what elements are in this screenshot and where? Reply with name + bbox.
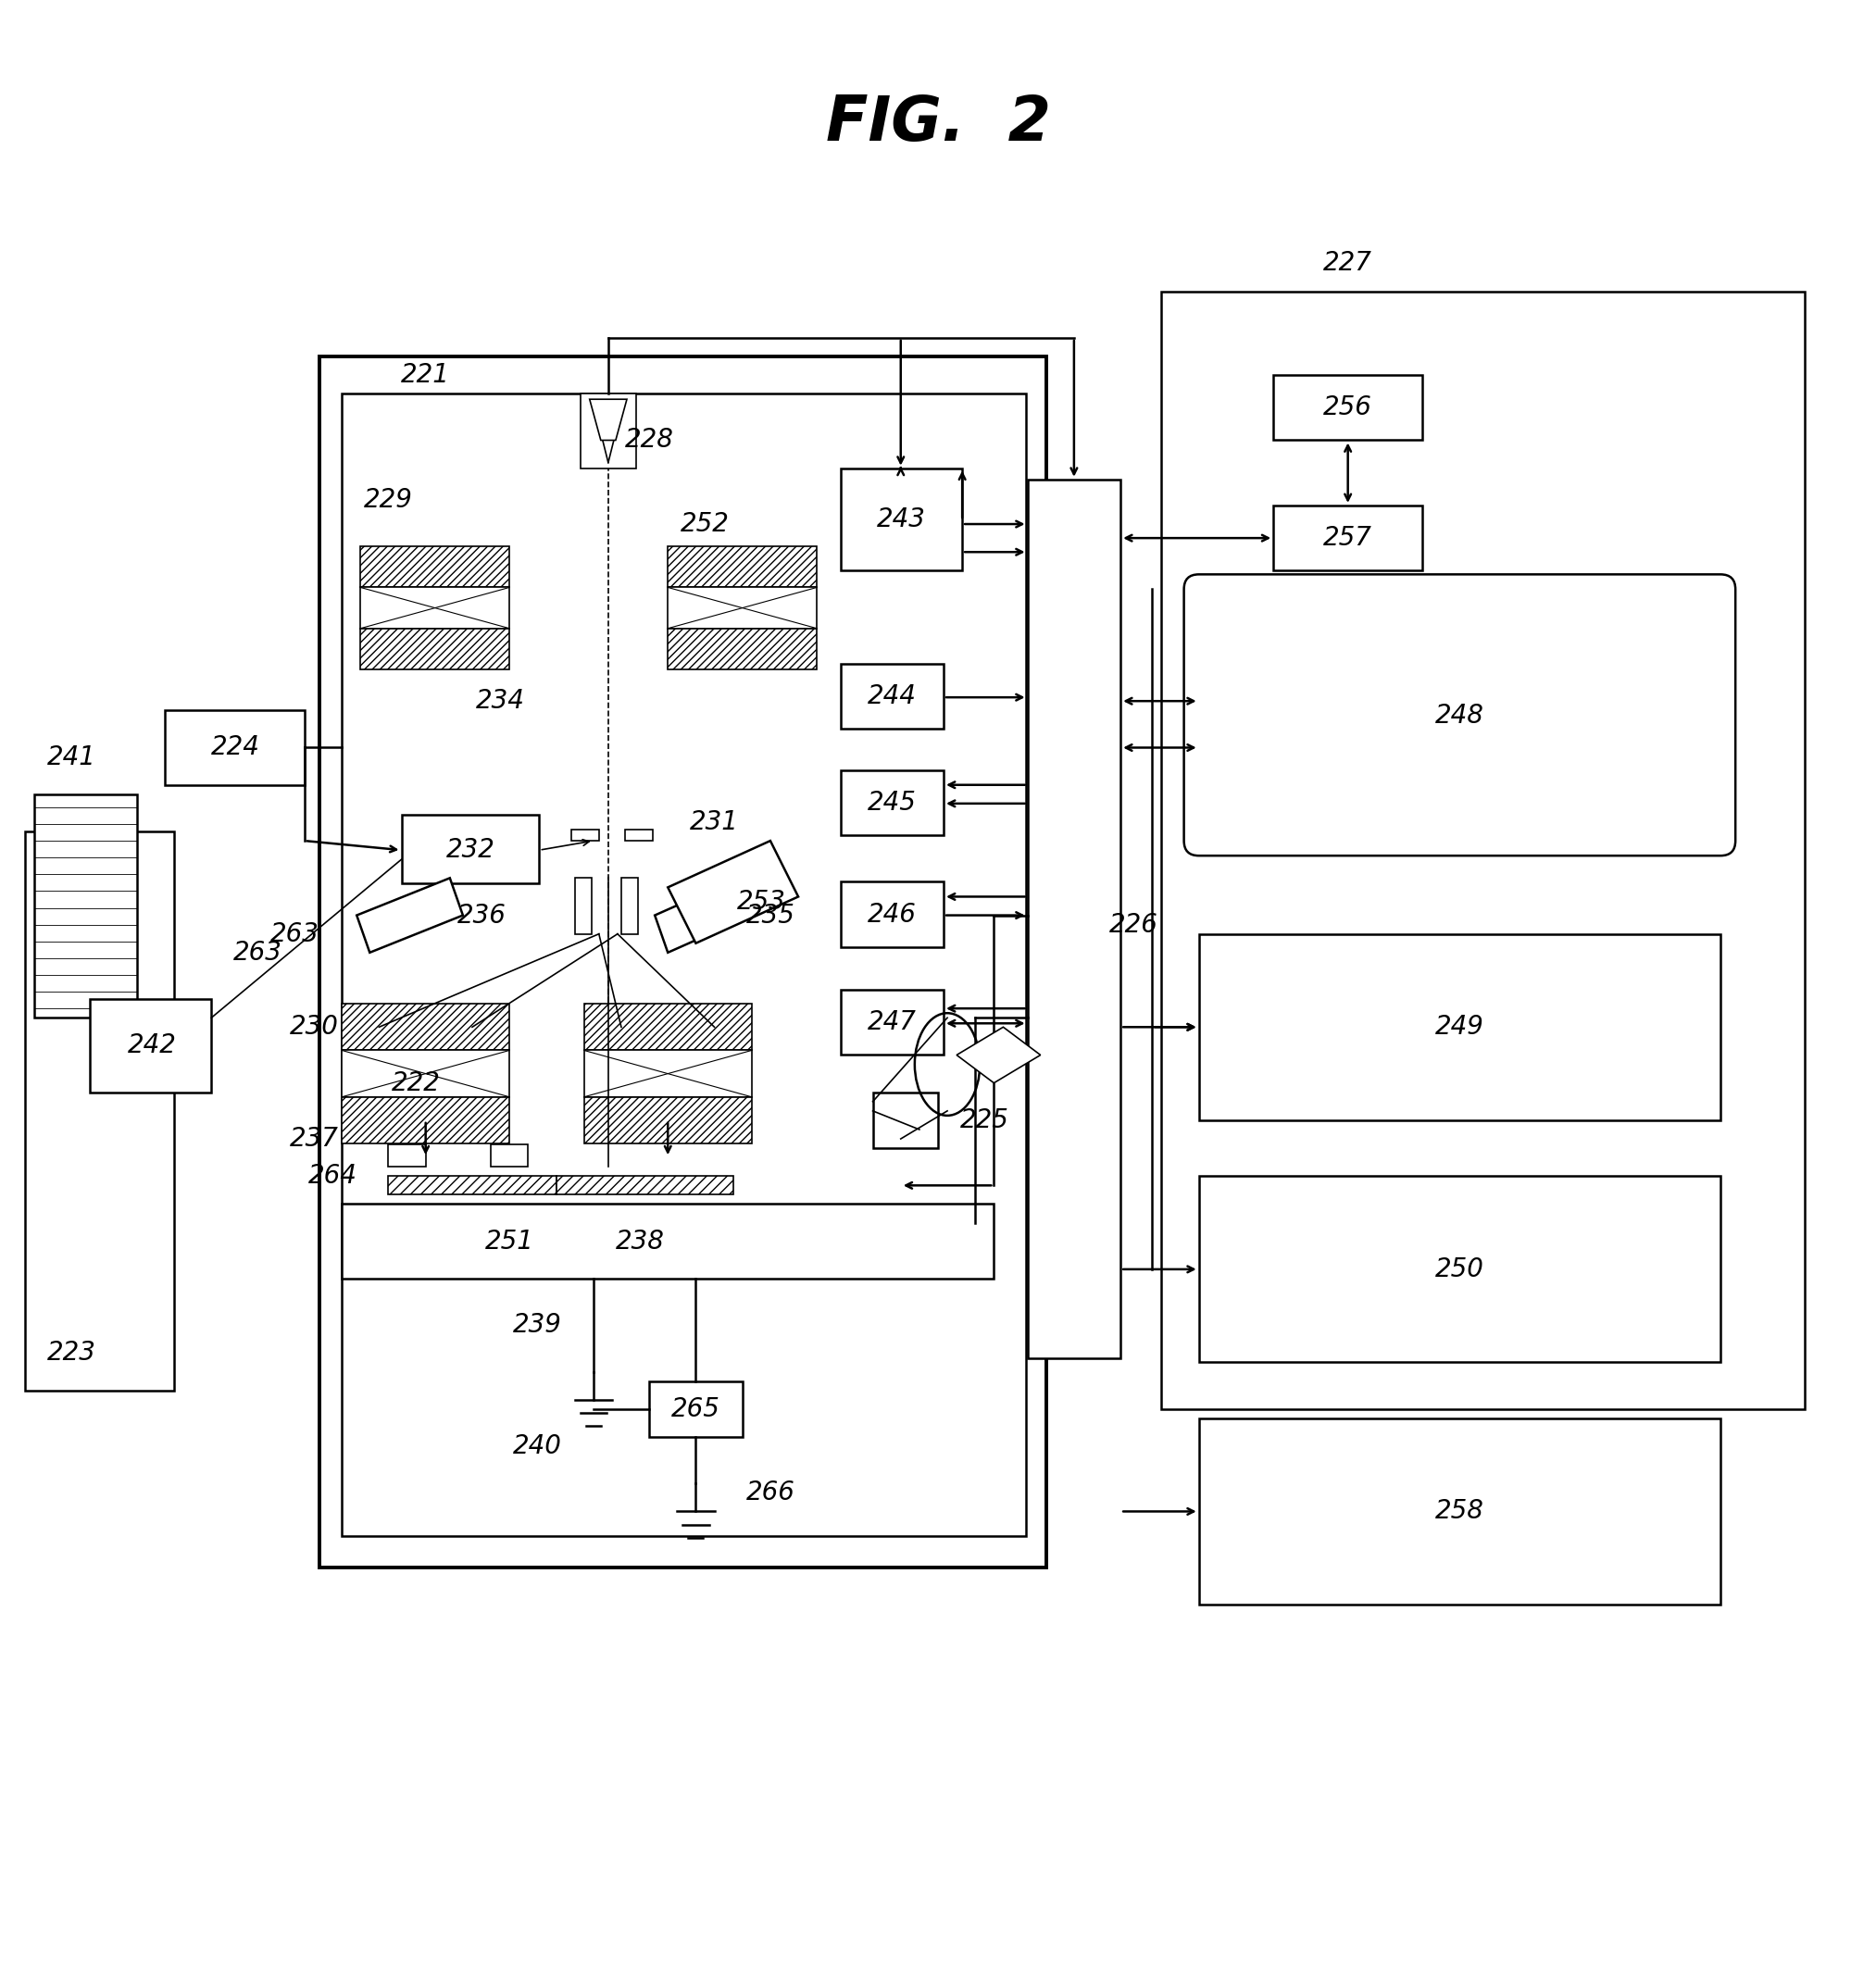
Bar	[583, 1004, 752, 1051]
Text: 248: 248	[1435, 702, 1484, 729]
Text: 266: 266	[747, 1481, 795, 1506]
Bar	[872, 1092, 938, 1149]
Bar	[341, 1004, 510, 1051]
Bar	[341, 1204, 994, 1279]
Bar	[1199, 1418, 1720, 1604]
Bar	[840, 771, 944, 835]
Text: 243: 243	[878, 506, 927, 531]
Text: 256: 256	[1323, 394, 1373, 420]
Text: 263: 263	[270, 922, 319, 947]
Bar	[1199, 933, 1720, 1120]
Polygon shape	[356, 879, 463, 953]
Bar	[583, 1051, 752, 1096]
Text: 230: 230	[289, 1014, 338, 1039]
Bar	[388, 1177, 555, 1194]
Text: 251: 251	[486, 1228, 535, 1255]
Bar	[24, 831, 174, 1390]
Bar	[555, 1177, 734, 1194]
Bar	[574, 879, 591, 933]
Text: 258: 258	[1435, 1498, 1484, 1524]
Text: 240: 240	[512, 1433, 563, 1459]
Text: 225: 225	[961, 1108, 1009, 1133]
Text: 234: 234	[477, 688, 525, 714]
Bar	[388, 1145, 426, 1167]
Bar	[1274, 506, 1422, 571]
Bar	[1274, 375, 1422, 439]
Text: 232: 232	[446, 837, 495, 863]
Bar	[341, 1096, 510, 1143]
Bar	[649, 1381, 743, 1437]
Bar	[341, 394, 1026, 1535]
Polygon shape	[668, 841, 799, 943]
Text: 263: 263	[233, 939, 283, 965]
Bar	[1028, 478, 1120, 1359]
Text: 244: 244	[869, 684, 917, 710]
Bar	[360, 628, 510, 669]
Bar	[1161, 290, 1805, 1410]
Text: 246: 246	[869, 902, 917, 928]
Bar	[570, 830, 598, 841]
Bar	[360, 588, 510, 628]
Text: 227: 227	[1323, 251, 1373, 277]
Bar	[668, 628, 816, 669]
Bar	[34, 794, 137, 1018]
Bar	[165, 710, 304, 784]
Bar	[341, 1051, 510, 1096]
Text: 231: 231	[690, 810, 739, 835]
Bar	[668, 547, 816, 588]
Text: 264: 264	[308, 1163, 356, 1188]
Text: 238: 238	[615, 1228, 664, 1255]
Text: 223: 223	[47, 1339, 96, 1367]
Bar	[840, 469, 962, 571]
Text: 235: 235	[747, 902, 795, 928]
Polygon shape	[589, 400, 627, 439]
FancyBboxPatch shape	[1184, 575, 1735, 855]
Bar	[580, 394, 636, 469]
Text: 265: 265	[672, 1396, 720, 1422]
Text: 242: 242	[128, 1033, 176, 1059]
Text: 245: 245	[869, 790, 917, 816]
Polygon shape	[655, 879, 752, 953]
Text: 226: 226	[1109, 912, 1157, 937]
Bar	[840, 990, 944, 1055]
Bar	[840, 882, 944, 947]
Text: 222: 222	[392, 1071, 441, 1096]
Bar	[668, 588, 816, 628]
Bar	[401, 814, 538, 884]
Text: 229: 229	[364, 486, 413, 514]
Text: 221: 221	[401, 363, 450, 388]
Bar	[319, 357, 1047, 1567]
Text: 237: 237	[289, 1126, 338, 1151]
Text: 249: 249	[1435, 1014, 1484, 1039]
Text: 250: 250	[1435, 1257, 1484, 1282]
Bar	[583, 1096, 752, 1143]
Text: 239: 239	[512, 1312, 563, 1337]
Polygon shape	[957, 1028, 1041, 1082]
Text: 241: 241	[47, 743, 96, 771]
Bar	[90, 1000, 212, 1092]
Text: 247: 247	[869, 1010, 917, 1035]
Text: 228: 228	[625, 427, 673, 453]
Text: 252: 252	[681, 512, 730, 537]
Bar	[625, 830, 653, 841]
Text: 224: 224	[212, 735, 261, 761]
Bar	[492, 1145, 529, 1167]
Text: 236: 236	[458, 902, 507, 928]
Bar	[840, 663, 944, 729]
Text: 253: 253	[737, 888, 786, 916]
Text: FIG.  2: FIG. 2	[825, 92, 1051, 155]
Bar	[360, 547, 510, 588]
Bar	[1199, 1177, 1720, 1363]
Text: 257: 257	[1323, 526, 1373, 551]
Bar	[621, 879, 638, 933]
